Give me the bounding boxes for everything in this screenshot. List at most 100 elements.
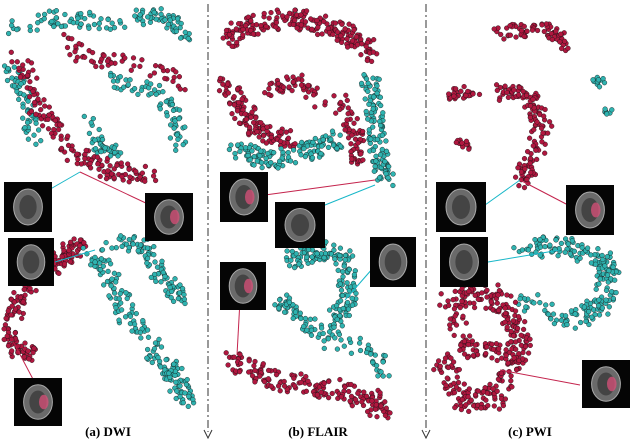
point [568,252,573,257]
point [540,139,545,144]
point [466,289,471,294]
point [559,46,564,51]
point [99,65,104,70]
point [271,150,276,155]
point [40,123,45,128]
point [87,131,92,136]
point [176,296,181,301]
point [598,277,603,282]
point [340,323,345,328]
point [107,294,112,299]
point [173,276,178,281]
point [438,364,443,369]
point [128,314,133,319]
point [273,302,278,307]
point [14,27,19,32]
point [31,350,36,355]
point [191,397,196,402]
link-line [265,180,375,195]
point [494,341,499,346]
point [126,82,131,87]
point [180,366,185,371]
point [338,100,343,105]
point [250,149,255,154]
point [5,78,10,83]
point [614,290,619,295]
point [101,283,106,288]
point [28,28,33,33]
point [481,389,486,394]
point [607,304,612,309]
point [526,248,531,253]
point [66,248,71,253]
point [266,376,271,381]
point [95,155,100,160]
point [504,347,509,352]
point [546,312,551,317]
point [349,141,354,146]
point [528,115,533,120]
point [279,130,284,135]
point [601,76,606,81]
point [54,8,59,13]
point [68,259,73,264]
point [452,306,457,311]
point [153,178,158,183]
point [73,49,78,54]
point [232,103,237,108]
point [496,283,501,288]
point [492,27,497,32]
point [379,370,384,375]
point [63,12,68,17]
point [464,139,469,144]
point [461,334,466,339]
point [180,286,185,291]
point [295,26,300,31]
point [326,145,331,150]
point [136,248,141,253]
point [151,252,156,257]
point [488,382,493,387]
caption: (c) PWI [508,424,552,439]
point [59,146,64,151]
point [150,360,155,365]
point [322,381,327,386]
point [322,346,327,351]
point [370,125,375,130]
point [163,18,168,23]
point [498,32,503,37]
point [378,103,383,108]
point [464,93,469,98]
point [472,301,477,306]
point [125,296,130,301]
point [508,33,513,38]
point [117,318,122,323]
point [371,50,376,55]
point [291,148,296,153]
point [21,67,26,72]
point [103,146,108,151]
point [152,346,157,351]
point [256,32,261,37]
point [541,114,546,119]
point [122,25,127,30]
point [484,345,489,350]
point [456,380,461,385]
point [523,344,528,349]
point [250,373,255,378]
point [131,56,136,61]
point [25,73,30,78]
point [282,379,287,384]
point [534,157,539,162]
point [368,413,373,418]
point [75,161,80,166]
point [6,31,11,36]
point [350,254,355,259]
point [171,362,176,367]
point [358,348,363,353]
point [18,295,23,300]
point [161,270,166,275]
point [606,312,611,317]
point [464,402,469,407]
point [352,272,357,277]
